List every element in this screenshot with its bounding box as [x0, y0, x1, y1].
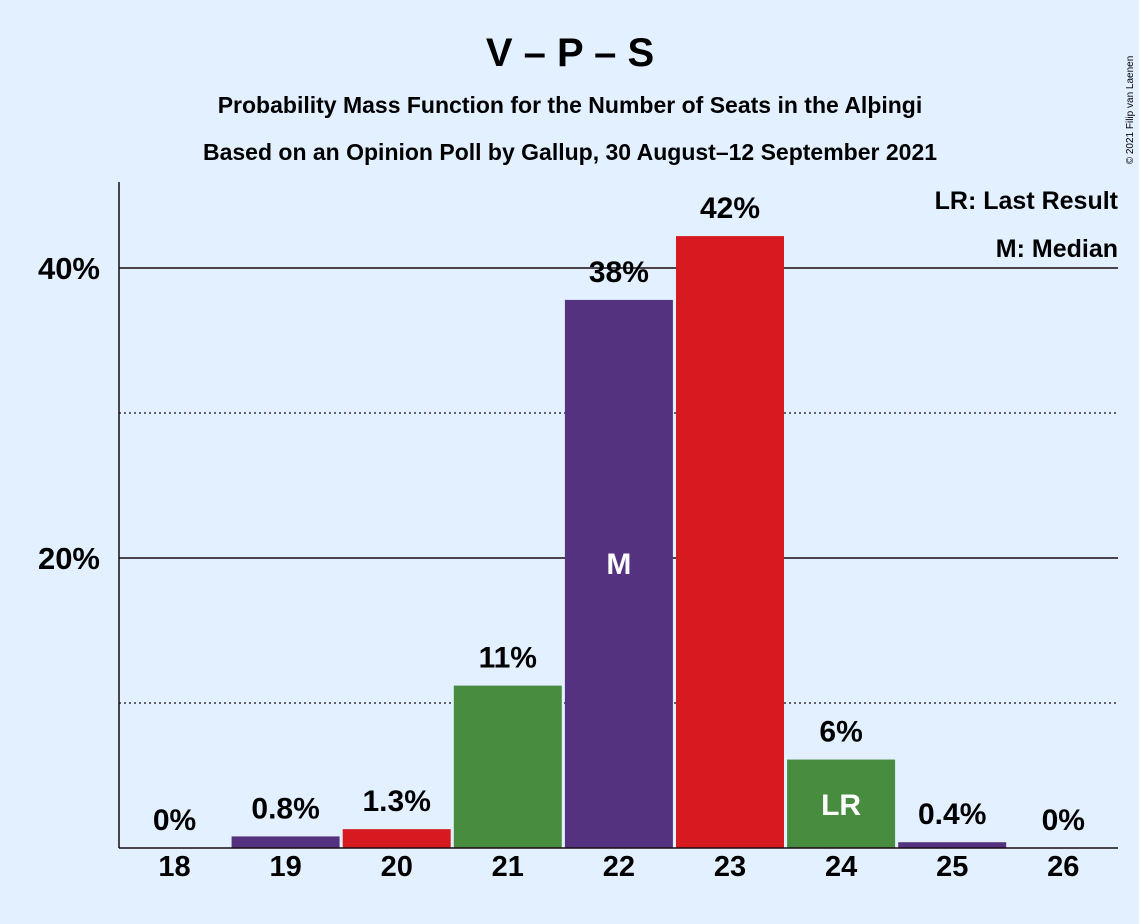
chart-title: V – P – S — [486, 31, 654, 75]
bar-24 — [787, 759, 896, 848]
data-label-19: 0.8% — [251, 792, 319, 825]
y-tick-label-1: 40% — [38, 251, 100, 286]
data-label-25: 0.4% — [918, 798, 986, 831]
chart-subtitle-source: Based on an Opinion Poll by Gallup, 30 A… — [203, 139, 937, 165]
data-label-23: 42% — [700, 192, 760, 225]
chart-subtitle: Probability Mass Function for the Number… — [218, 92, 923, 118]
bar-23 — [676, 236, 784, 849]
bar-20 — [342, 829, 451, 848]
x-axis-ticks: 18 19 20 21 22 23 24 25 26 — [158, 851, 1079, 883]
bar-19 — [231, 836, 340, 848]
data-label-26: 0% — [1042, 804, 1085, 837]
x-tick-label-25: 25 — [936, 851, 968, 883]
legend-last-result: LR: Last Result — [935, 187, 1119, 215]
legend-median: M: Median — [996, 235, 1118, 263]
data-label-18: 0% — [153, 804, 196, 837]
bar-25 — [898, 842, 1007, 848]
data-label-22: 38% — [589, 256, 649, 289]
x-tick-label-22: 22 — [603, 851, 635, 883]
x-tick-label-18: 18 — [158, 851, 190, 883]
y-axis-ticks: 20% 40% — [38, 251, 100, 576]
x-tick-label-26: 26 — [1047, 851, 1079, 883]
data-label-21: 11% — [479, 642, 537, 675]
x-tick-label-21: 21 — [492, 851, 524, 883]
x-tick-label-19: 19 — [269, 851, 301, 883]
marker-m-22: M — [606, 548, 631, 581]
bar-21 — [453, 685, 562, 848]
bar-22 — [564, 299, 673, 848]
copyright-note: © 2021 Filip van Laenen — [1125, 56, 1136, 165]
bars — [231, 236, 1007, 849]
data-label-24: 6% — [819, 716, 862, 749]
data-label-20: 1.3% — [363, 785, 431, 818]
x-tick-label-23: 23 — [714, 851, 746, 883]
y-tick-label-0: 20% — [38, 541, 100, 576]
x-tick-label-24: 24 — [825, 851, 857, 883]
data-labels: 0% 0.8% 1.3% 11% 38% 42% 6% 0.4% 0% M LR — [153, 192, 1085, 837]
marker-lr-24: LR — [821, 789, 861, 822]
x-tick-label-20: 20 — [381, 851, 413, 883]
